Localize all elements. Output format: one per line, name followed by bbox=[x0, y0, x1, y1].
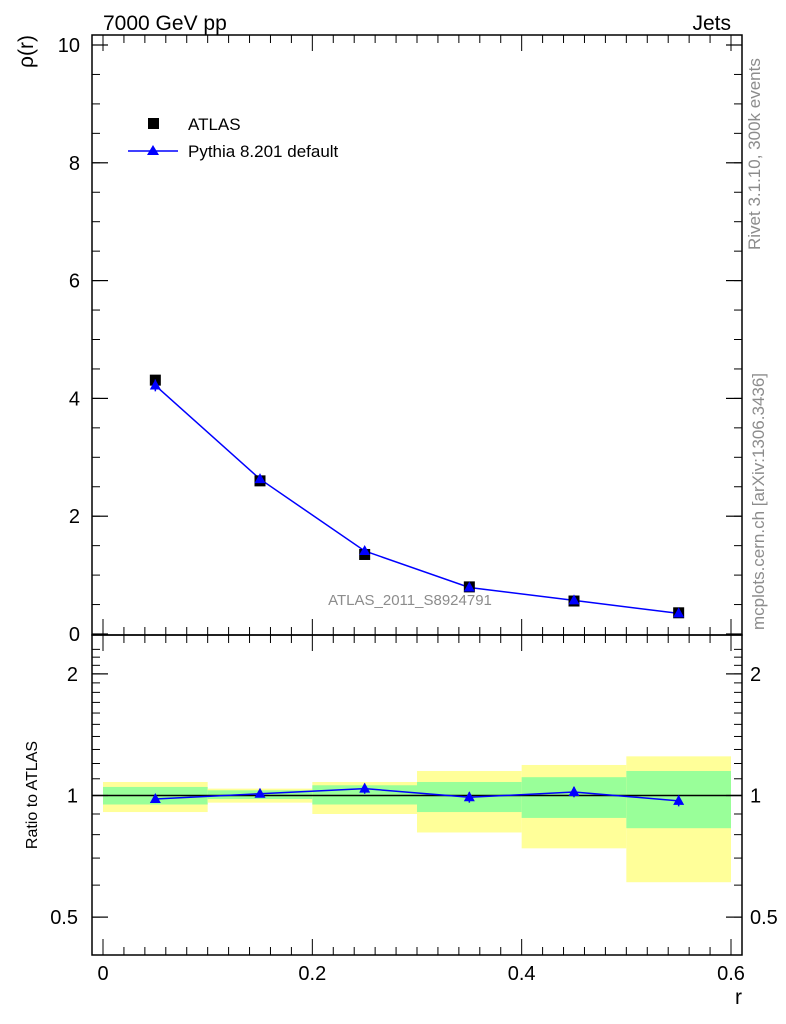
x-tick-label: 0 bbox=[97, 963, 108, 985]
main-y-tick-label: 8 bbox=[69, 153, 80, 175]
main-y-tick-label: 4 bbox=[69, 388, 80, 410]
pythia-point bbox=[673, 607, 685, 618]
ratio-point bbox=[254, 787, 266, 798]
main-y-tick-label: 2 bbox=[69, 506, 80, 528]
ratio-y-tick-label-left: 2 bbox=[67, 664, 78, 686]
ratio-line bbox=[155, 787, 679, 802]
legend-atlas-label: ATLAS bbox=[188, 115, 241, 134]
ratio-point bbox=[568, 786, 580, 797]
pythia-point bbox=[568, 594, 580, 605]
main-y-tick-label: 0 bbox=[69, 624, 80, 646]
ratio-y-tick-label-right: 0.5 bbox=[750, 907, 778, 929]
pythia-point bbox=[359, 544, 371, 555]
legend-pythia-label: Pythia 8.201 default bbox=[188, 142, 339, 161]
side-text-bottom: mcplots.cern.ch [arXiv:1306.3436] bbox=[749, 373, 768, 630]
legend-pythia-marker bbox=[147, 145, 159, 155]
header-left: 7000 GeV pp bbox=[103, 12, 227, 35]
ratio-y-tick-label-right: 1 bbox=[750, 786, 761, 808]
pythia-point bbox=[463, 581, 475, 592]
side-text-top: Rivet 3.1.10, 300k events bbox=[745, 58, 764, 250]
main-y-axis-label: ρ(r) bbox=[15, 35, 38, 68]
ratio-y-axis-label: Ratio to ATLAS bbox=[24, 741, 41, 849]
ratio-point bbox=[359, 782, 371, 793]
x-axis-label: r bbox=[735, 986, 742, 1009]
main-y-tick-label: 10 bbox=[58, 35, 80, 57]
x-tick-label: 0.4 bbox=[508, 963, 536, 985]
pythia-line bbox=[154, 384, 679, 615]
x-tick-label: 0.2 bbox=[298, 963, 326, 985]
ratio-point bbox=[673, 794, 685, 805]
pythia-point bbox=[254, 473, 266, 484]
watermark: ATLAS_2011_S8924791 bbox=[328, 592, 492, 609]
ratio-y-tick-label-left: 0.5 bbox=[50, 907, 78, 929]
ratio-y-tick-label-left: 1 bbox=[67, 786, 78, 808]
pythia-point bbox=[149, 379, 161, 390]
ratio-point bbox=[149, 793, 161, 804]
main-panel: 0 2 4 6 8 10 ATLAS_2011_S8924791 ρ(r) ATLAS P… bbox=[15, 34, 743, 646]
legend: ATLAS Pythia 8.201 default bbox=[128, 115, 339, 161]
main-y-tick-label: 6 bbox=[69, 271, 80, 293]
ratio-panel: 0.5 0.5 1 1 2 2 0 0.2 0.4 0.6 Ratio to ATLAS r bbox=[24, 634, 778, 1009]
legend-atlas-marker bbox=[148, 118, 159, 129]
ratio-y-tick-label-right: 2 bbox=[750, 664, 761, 686]
ratio-band-inner bbox=[521, 777, 627, 818]
ratio-point bbox=[463, 791, 475, 802]
x-tick-label: 0.6 bbox=[717, 963, 745, 985]
header-right: Jets bbox=[692, 12, 731, 35]
